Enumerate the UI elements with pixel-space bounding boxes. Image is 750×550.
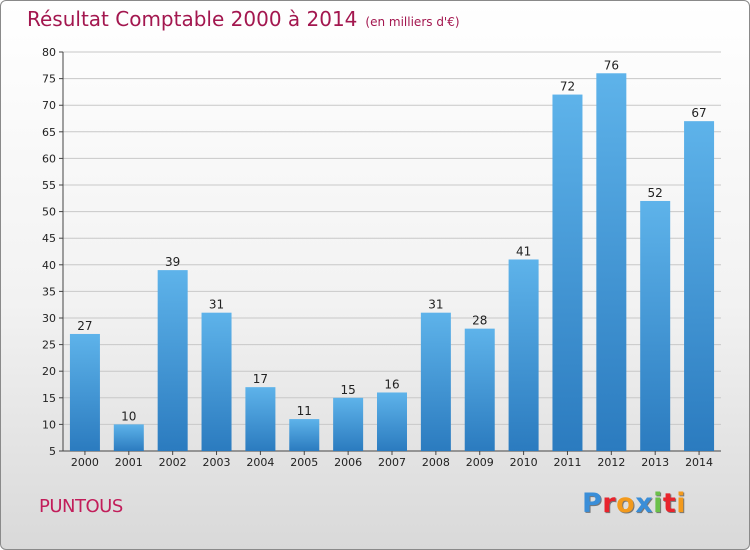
x-tick-label: 2014 (685, 456, 713, 469)
x-tick-label: 2003 (203, 456, 231, 469)
y-tick-label: 65 (42, 126, 56, 139)
logo-letter: P (582, 488, 603, 519)
chart-title: Résultat Comptable 2000 à 2014 (en millie… (27, 7, 460, 31)
logo-letter: i (653, 488, 663, 519)
y-tick-label: 35 (42, 285, 56, 298)
logo-letter: r (602, 488, 617, 519)
data-label-2011: 72 (560, 80, 575, 94)
x-tick-label: 2000 (71, 456, 99, 469)
data-label-2010: 41 (516, 244, 531, 258)
chart-subtitle: (en milliers d'€) (365, 15, 460, 29)
data-label-2012: 76 (604, 58, 619, 72)
y-tick-label: 60 (42, 152, 56, 165)
data-label-2002: 39 (165, 255, 180, 269)
bar-2013 (640, 200, 671, 451)
bars (69, 73, 715, 451)
y-tick-label: 75 (42, 73, 56, 86)
bar-2011 (552, 94, 583, 451)
bar-2004 (245, 387, 276, 451)
x-tick-label: 2006 (334, 456, 362, 469)
bar-2003 (201, 312, 232, 451)
bar-2002 (157, 270, 188, 451)
y-tick-label: 20 (42, 365, 56, 378)
data-label-2008: 31 (428, 298, 443, 312)
y-tick-label: 80 (42, 46, 56, 59)
data-label-2000: 27 (77, 319, 92, 333)
x-tick-label: 2009 (466, 456, 494, 469)
logo-letter: o (616, 488, 636, 519)
y-tick-label: 25 (42, 339, 56, 352)
data-label-2014: 67 (691, 106, 706, 120)
y-tick-label: 10 (42, 418, 56, 431)
logo-letter: i (676, 488, 687, 519)
x-tick-label: 2002 (159, 456, 187, 469)
y-tick-label: 55 (42, 179, 56, 192)
x-tick-label: 2008 (422, 456, 450, 469)
x-tick-label: 2005 (290, 456, 318, 469)
data-labels: 27 10 39 31 17 11 15 16 31 28 41 72 76 52 67 (77, 58, 706, 423)
bar-2014 (684, 121, 715, 451)
y-tick-label: 15 (42, 392, 56, 405)
bar-2005 (289, 419, 320, 451)
data-label-2005: 11 (297, 404, 312, 418)
x-tick-label: 2004 (246, 456, 274, 469)
y-tick-label: 40 (42, 259, 56, 272)
bar-2010 (508, 259, 539, 451)
logo-letter: t (662, 488, 677, 519)
bar-2000 (69, 333, 100, 451)
axes: 5 10 15 20 25 30 35 40 45 50 55 60 65 70 75 80 2000 2001 2… (42, 46, 721, 469)
data-label-2003: 31 (209, 298, 224, 312)
y-tick-label: 45 (42, 232, 56, 245)
bar-2007 (377, 392, 407, 451)
commune-name: PUNTOUS (39, 496, 123, 517)
x-tick-label: 2013 (641, 456, 669, 469)
y-tick-label: 5 (49, 445, 56, 458)
data-label-2009: 28 (472, 314, 487, 328)
x-tick-label: 2011 (553, 456, 581, 469)
data-label-2001: 10 (121, 409, 136, 423)
y-tick-label: 30 (42, 312, 56, 325)
data-label-2013: 52 (648, 186, 663, 200)
bar-2012 (596, 73, 627, 451)
x-tick-label: 2012 (597, 456, 625, 469)
y-tick-label: 50 (42, 206, 56, 219)
y-tick-label: 70 (42, 99, 56, 112)
bar-2009 (464, 328, 495, 451)
x-tick-label: 2007 (378, 456, 406, 469)
data-label-2006: 15 (340, 383, 355, 397)
bar-2001 (113, 424, 144, 451)
bar-2008 (420, 312, 451, 451)
logo-letter: x (635, 488, 654, 519)
chart-title-text: Résultat Comptable 2000 à 2014 (27, 7, 358, 31)
x-tick-label: 2001 (115, 456, 143, 469)
bar-2006 (333, 397, 364, 451)
x-tick-label: 2010 (510, 456, 538, 469)
data-label-2004: 17 (253, 372, 268, 386)
proxiti-logo: Proxiti (582, 488, 686, 519)
data-label-2007: 16 (384, 377, 399, 391)
